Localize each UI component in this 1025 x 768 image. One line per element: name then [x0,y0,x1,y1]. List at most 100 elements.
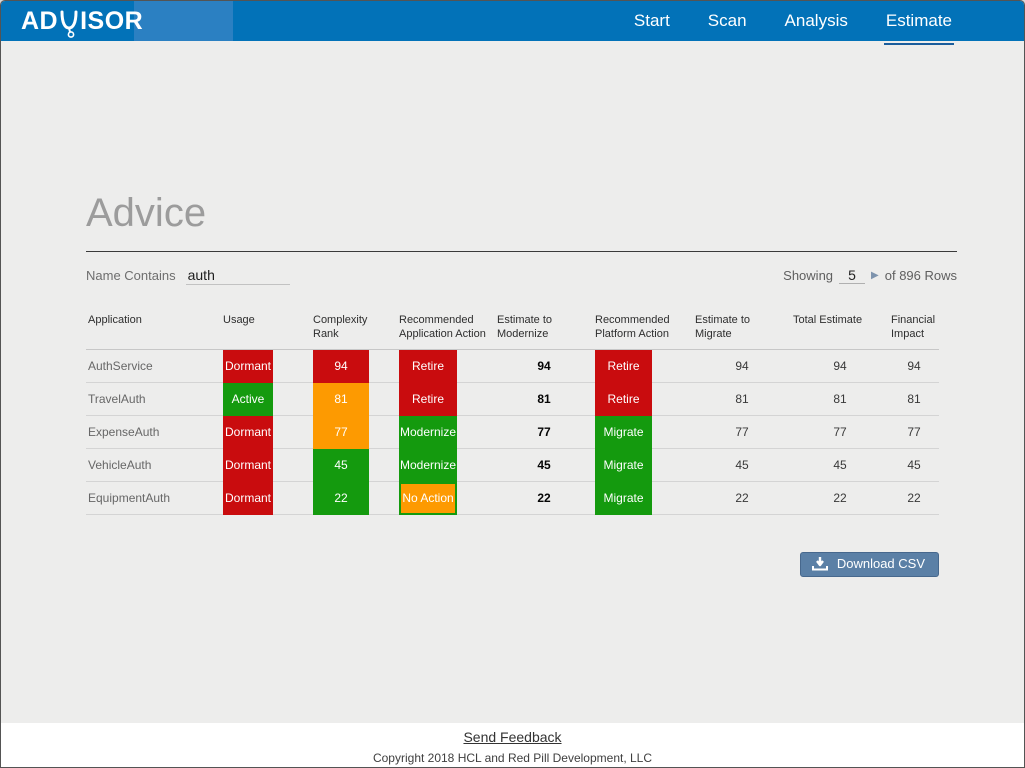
rows-shown-control: Showing 5 ▶ of 896 Rows [783,267,957,284]
platform-action-badge: Retire [595,349,652,383]
table-row: VehicleAuth Dormant 45 Modernize 45 Migrate 45… [86,448,939,482]
usage-cell: Dormant [221,415,311,449]
table-row: AuthService Dormant 94 Retire 94 Retire 94 94 94 [86,349,939,383]
nav-scan[interactable]: Scan [707,11,747,30]
column-header-application: Application [86,311,221,350]
column-header-estimate-to-migrate: Estimate to Migrate [693,311,791,350]
main-nav: Start Scan Analysis Estimate [633,11,1024,45]
estimate-to-modernize-cell: 77 [495,415,593,449]
rows-per-page-value[interactable]: 5 [839,267,866,284]
platform-action-badge: Migrate [595,481,652,515]
application-action-badge: Modernize [399,415,457,449]
application-action-badge: Retire [399,382,457,416]
download-csv-label: Download CSV [836,556,925,572]
estimate-to-modernize-cell: 45 [495,448,593,482]
usage-badge: Dormant [223,448,273,482]
total-estimate-cell: 81 [791,382,889,416]
send-feedback-link[interactable]: Send Feedback [463,729,562,745]
button-row: Download CSV [86,551,939,577]
usage-cell: Dormant [221,481,311,515]
platform-action-cell: Retire [593,349,693,383]
complexity-rank-cell: 45 [311,448,397,482]
logo-text-prefix: AD [21,6,59,35]
advice-table: Application Usage Complexity Rank Recommend… [86,311,939,515]
financial-impact-cell: 45 [889,448,939,482]
table-row: ExpenseAuth Dormant 77 Modernize 77 Migrate 77… [86,415,939,449]
rows-total-label: of 896 Rows [884,268,957,283]
financial-impact-cell: 94 [889,349,939,383]
financial-impact-cell: 81 [889,382,939,416]
filter-row: Name Contains Showing 5 ▶ of 896 Rows [86,266,957,285]
complexity-rank-badge: 94 [313,349,369,383]
usage-badge: Dormant [223,481,273,515]
download-csv-button[interactable]: Download CSV [799,551,939,577]
table-header-row: Application Usage Complexity Rank Recommend… [86,311,939,350]
estimate-to-migrate-cell: 81 [693,382,791,416]
financial-impact-cell: 77 [889,415,939,449]
platform-action-badge: Retire [595,382,652,416]
column-header-usage: Usage [221,311,311,350]
title-divider [86,251,957,252]
application-action-cell: Modernize [397,448,495,482]
application-action-cell: Retire [397,382,495,416]
complexity-rank-badge: 81 [313,382,369,416]
column-header-recommended-platform-action: Recommended Platform Action [593,311,693,350]
column-header-complexity-rank: Complexity Rank [311,311,397,350]
table-row: TravelAuth Active 81 Retire 81 Retire 81 81 81 [86,382,939,416]
financial-impact-cell: 22 [889,481,939,515]
estimate-to-modernize-cell: 81 [495,382,593,416]
logo-text-suffix: ISOR [80,6,144,35]
usage-cell: Active [221,382,311,416]
estimate-to-migrate-cell: 94 [693,349,791,383]
usage-badge: Dormant [223,415,273,449]
application-action-badge: Retire [399,349,457,383]
total-estimate-cell: 22 [791,481,889,515]
application-cell: AuthService [86,349,221,383]
application-action-badge: No Action [399,481,457,515]
complexity-rank-badge: 22 [313,481,369,515]
application-action-badge: Modernize [399,448,457,482]
complexity-rank-cell: 77 [311,415,397,449]
platform-action-cell: Retire [593,382,693,416]
usage-badge: Active [223,382,273,416]
topbar-highlight-segment [134,1,233,41]
application-cell: ExpenseAuth [86,415,221,449]
page-title: Advice [86,191,207,235]
estimate-to-migrate-cell: 45 [693,448,791,482]
column-header-estimate-to-modernize: Estimate to Modernize [495,311,593,350]
usage-badge: Dormant [223,349,273,383]
table-body: AuthService Dormant 94 Retire 94 Retire 94 94 94… [86,349,939,515]
name-contains-input[interactable] [185,266,290,285]
application-cell: TravelAuth [86,382,221,416]
application-cell: EquipmentAuth [86,481,221,515]
total-estimate-cell: 45 [791,448,889,482]
total-estimate-cell: 94 [791,349,889,383]
table-row: EquipmentAuth Dormant 22 No Action 22 Migrate… [86,481,939,515]
column-header-financial-impact: Financial Impact [889,311,939,350]
nav-estimate[interactable]: Estimate [883,11,955,45]
copyright-text: Copyright 2018 HCL and Red Pill Developm… [372,751,653,765]
page-footer: Send Feedback Copyright 2018 HCL and Red… [1,723,1024,767]
complexity-rank-badge: 45 [313,448,369,482]
download-icon [811,556,828,571]
top-navigation-bar: AD ISOR Start Scan Analysis Estimate [1,1,1024,45]
showing-label: Showing [783,268,834,283]
complexity-rank-badge: 77 [313,415,369,449]
application-action-cell: Retire [397,349,495,383]
application-cell: VehicleAuth [86,448,221,482]
estimate-to-migrate-cell: 77 [693,415,791,449]
estimate-to-migrate-cell: 22 [693,481,791,515]
stethoscope-icon [59,10,79,38]
nav-analysis[interactable]: Analysis [784,11,848,30]
name-contains-label: Name Contains [86,268,176,283]
application-action-cell: No Action [397,481,495,515]
caret-right-icon[interactable]: ▶ [871,269,879,281]
estimate-to-modernize-cell: 22 [495,481,593,515]
column-header-recommended-application-action: Recommended Application Action [397,311,495,350]
estimate-to-modernize-cell: 94 [495,349,593,383]
app-logo[interactable]: AD ISOR [21,6,144,38]
platform-action-cell: Migrate [593,448,693,482]
nav-start[interactable]: Start [633,11,670,30]
main-content: Advice Name Contains Showing 5 ▶ of 896 … [1,41,1024,723]
